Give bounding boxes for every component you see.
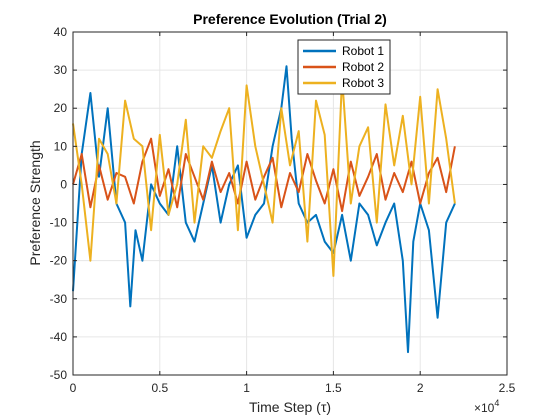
y-tick-label: 30 xyxy=(54,63,68,77)
x-tick-label: 1 xyxy=(243,381,250,395)
legend-label: Robot 1 xyxy=(342,44,384,58)
x-tick-label: 0.5 xyxy=(151,381,168,395)
axis-ticks: 0 0.5 1 1.5 2 2.5 -50 -40 -30 -20 -10 0 10 20 30 40 xyxy=(50,25,516,395)
y-tick-label: -30 xyxy=(50,292,68,306)
x-exponent-base: ×10 xyxy=(474,401,495,415)
series-line-robot-1 xyxy=(72,65,456,354)
legend-label: Robot 2 xyxy=(342,60,384,74)
y-tick-label: -20 xyxy=(50,254,68,268)
series-line-robot-3 xyxy=(72,76,456,277)
y-tick-label: -10 xyxy=(50,216,68,230)
x-axis-label: Time Step (τ) xyxy=(249,399,331,415)
y-tick-label: 0 xyxy=(60,177,67,191)
y-tick-label: -40 xyxy=(50,330,68,344)
y-axis-label: Preference Strength xyxy=(27,140,43,265)
plot-frame xyxy=(72,31,508,376)
y-tick-label: 20 xyxy=(54,101,68,115)
series-lines xyxy=(72,65,456,354)
legend-label: Robot 3 xyxy=(342,76,384,90)
chart-title: Preference Evolution (Trial 2) xyxy=(193,11,387,27)
y-tick-label: 40 xyxy=(54,25,68,39)
x-exponent-power: 4 xyxy=(494,398,499,408)
x-exponent: ×104 xyxy=(474,398,499,415)
y-tick-label: 10 xyxy=(54,139,68,153)
x-tick-label: 1.5 xyxy=(325,381,342,395)
y-tick-label: -50 xyxy=(50,368,68,382)
legend: Robot 1 Robot 2 Robot 3 xyxy=(297,39,391,95)
x-tick-label: 0 xyxy=(70,381,77,395)
x-tick-label: 2.5 xyxy=(499,381,516,395)
series-line-robot-2 xyxy=(72,137,456,213)
x-tick-label: 2 xyxy=(417,381,424,395)
plot-area xyxy=(73,32,507,375)
